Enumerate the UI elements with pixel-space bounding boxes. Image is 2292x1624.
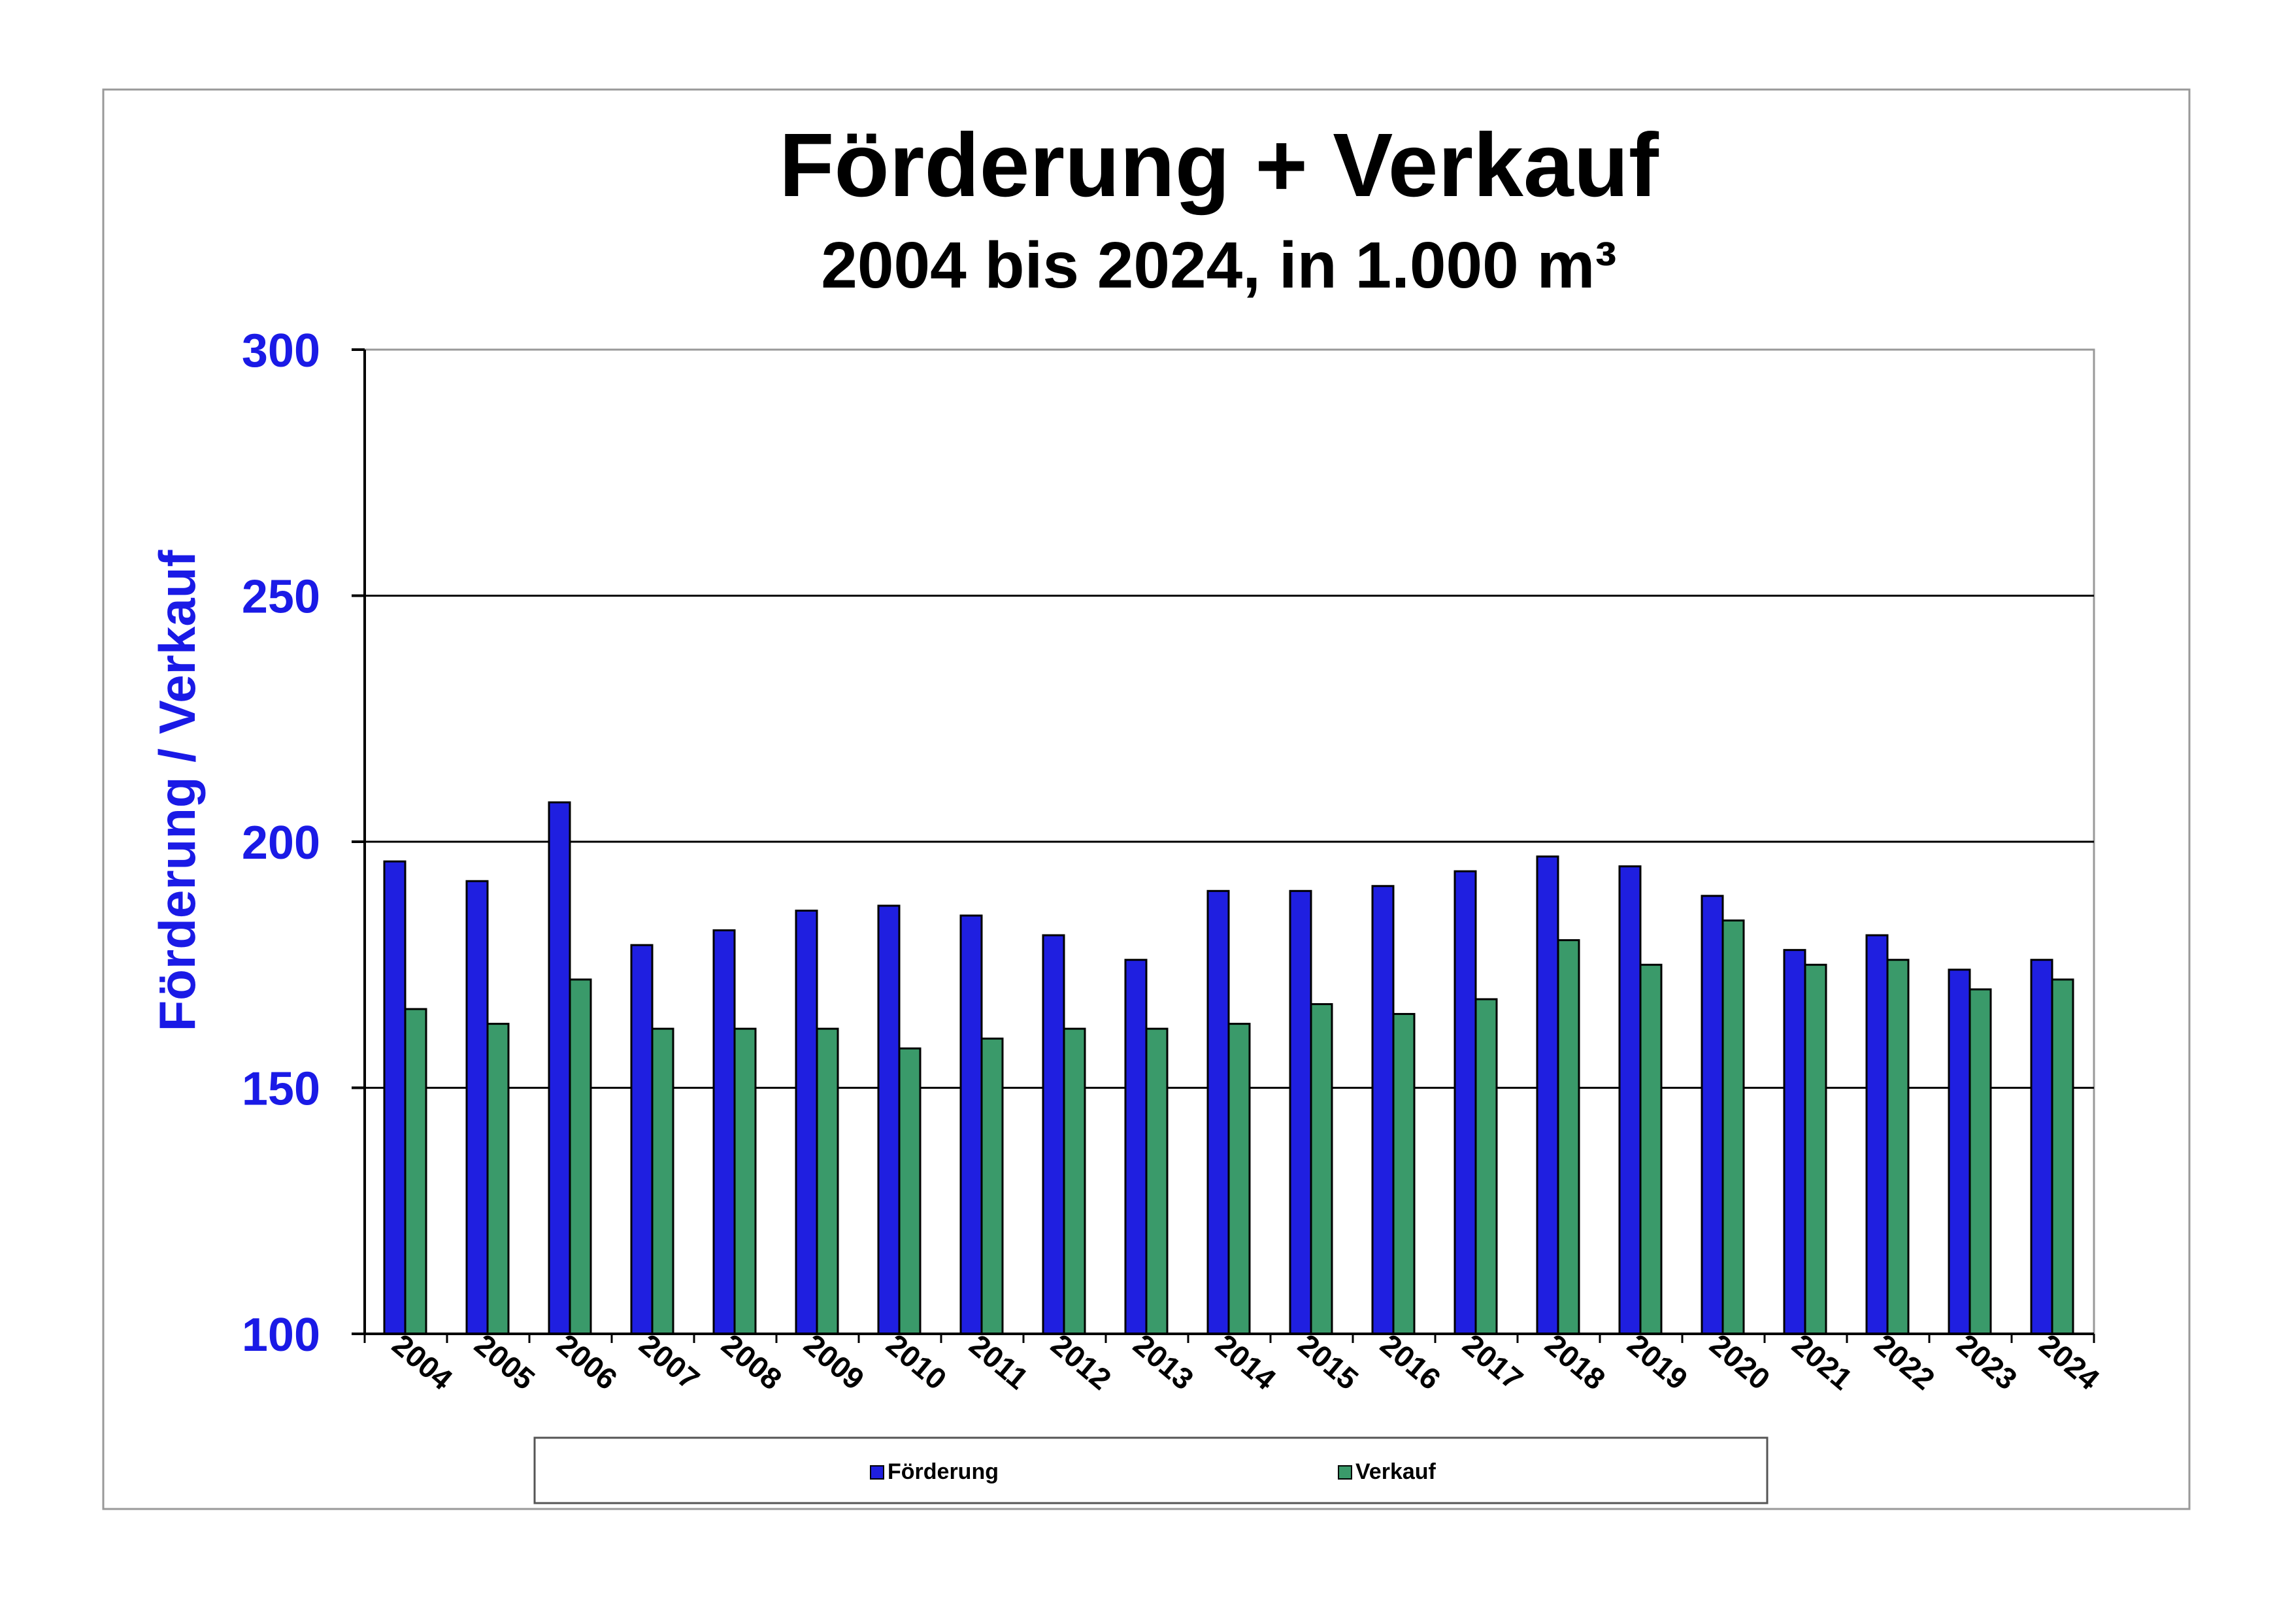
legend-swatch-verkauf: [1338, 1465, 1352, 1480]
bar-foerderung-2020: [1701, 895, 1724, 1335]
y-tick-label: 150: [242, 1063, 320, 1116]
bar-foerderung-2017: [1453, 870, 1477, 1335]
bar-verkauf-2005: [486, 1023, 510, 1335]
legend-box: [533, 1436, 1769, 1504]
bar-foerderung-2012: [1042, 934, 1065, 1335]
bar-verkauf-2009: [816, 1027, 839, 1335]
bar-foerderung-2005: [465, 880, 489, 1335]
bar-foerderung-2007: [630, 944, 654, 1335]
bar-foerderung-2024: [2030, 959, 2053, 1335]
bar-foerderung-2009: [795, 909, 818, 1335]
legend: Förderung Verkauf: [533, 1436, 1769, 1504]
bar-verkauf-2021: [1804, 963, 1827, 1335]
bar-verkauf-2022: [1886, 959, 1910, 1335]
y-tick-label: 100: [242, 1309, 320, 1361]
bar-verkauf-2008: [733, 1027, 757, 1335]
bars: [383, 801, 2074, 1335]
bar-verkauf-2023: [1968, 988, 1992, 1335]
bar-foerderung-2018: [1536, 855, 1559, 1335]
bar-verkauf-2017: [1474, 998, 1498, 1335]
bar-verkauf-2010: [898, 1047, 922, 1335]
bar-verkauf-2012: [1063, 1027, 1086, 1335]
bar-verkauf-2014: [1227, 1023, 1251, 1335]
bar-verkauf-2016: [1392, 1013, 1416, 1335]
bar-verkauf-2018: [1557, 939, 1580, 1335]
bar-verkauf-2011: [980, 1037, 1004, 1335]
chart-subtitle: 2004 bis 2024, in 1.000 m³: [821, 229, 1616, 302]
y-tick-labels: 100 150 200 250 300: [242, 325, 365, 1361]
bar-verkauf-2015: [1310, 1003, 1333, 1335]
bar-foerderung-2006: [548, 801, 571, 1335]
bar-verkauf-2019: [1639, 963, 1663, 1335]
bar-verkauf-2024: [2051, 978, 2074, 1335]
bar-foerderung-2019: [1618, 865, 1642, 1335]
y-tick-label: 300: [242, 325, 320, 377]
bar-verkauf-2006: [569, 978, 592, 1335]
bar-foerderung-2004: [383, 860, 407, 1335]
legend-swatch-foerderung: [870, 1465, 884, 1480]
bar-verkauf-2020: [1721, 919, 1745, 1335]
bar-foerderung-2010: [877, 904, 901, 1335]
chart-title: Förderung + Verkauf: [779, 115, 1659, 216]
bar-foerderung-2013: [1124, 959, 1148, 1335]
bar-foerderung-2011: [959, 914, 983, 1335]
y-tick-label: 250: [242, 571, 320, 623]
bar-foerderung-2016: [1371, 885, 1395, 1335]
bar-foerderung-2021: [1783, 949, 1806, 1335]
bar-foerderung-2008: [712, 929, 736, 1335]
bar-foerderung-2015: [1289, 889, 1312, 1335]
bar-foerderung-2023: [1948, 969, 1971, 1335]
bar-verkauf-2007: [651, 1027, 674, 1335]
legend-label-verkauf: Verkauf: [1355, 1459, 1437, 1484]
bar-foerderung-2022: [1865, 934, 1889, 1335]
bar-verkauf-2013: [1145, 1027, 1169, 1335]
bar-foerderung-2014: [1206, 889, 1230, 1335]
y-axis-title: Förderung / Verkauf: [148, 550, 206, 1032]
y-tick-label: 200: [242, 817, 320, 869]
legend-label-foerderung: Förderung: [888, 1459, 999, 1484]
bar-verkauf-2004: [404, 1008, 427, 1335]
